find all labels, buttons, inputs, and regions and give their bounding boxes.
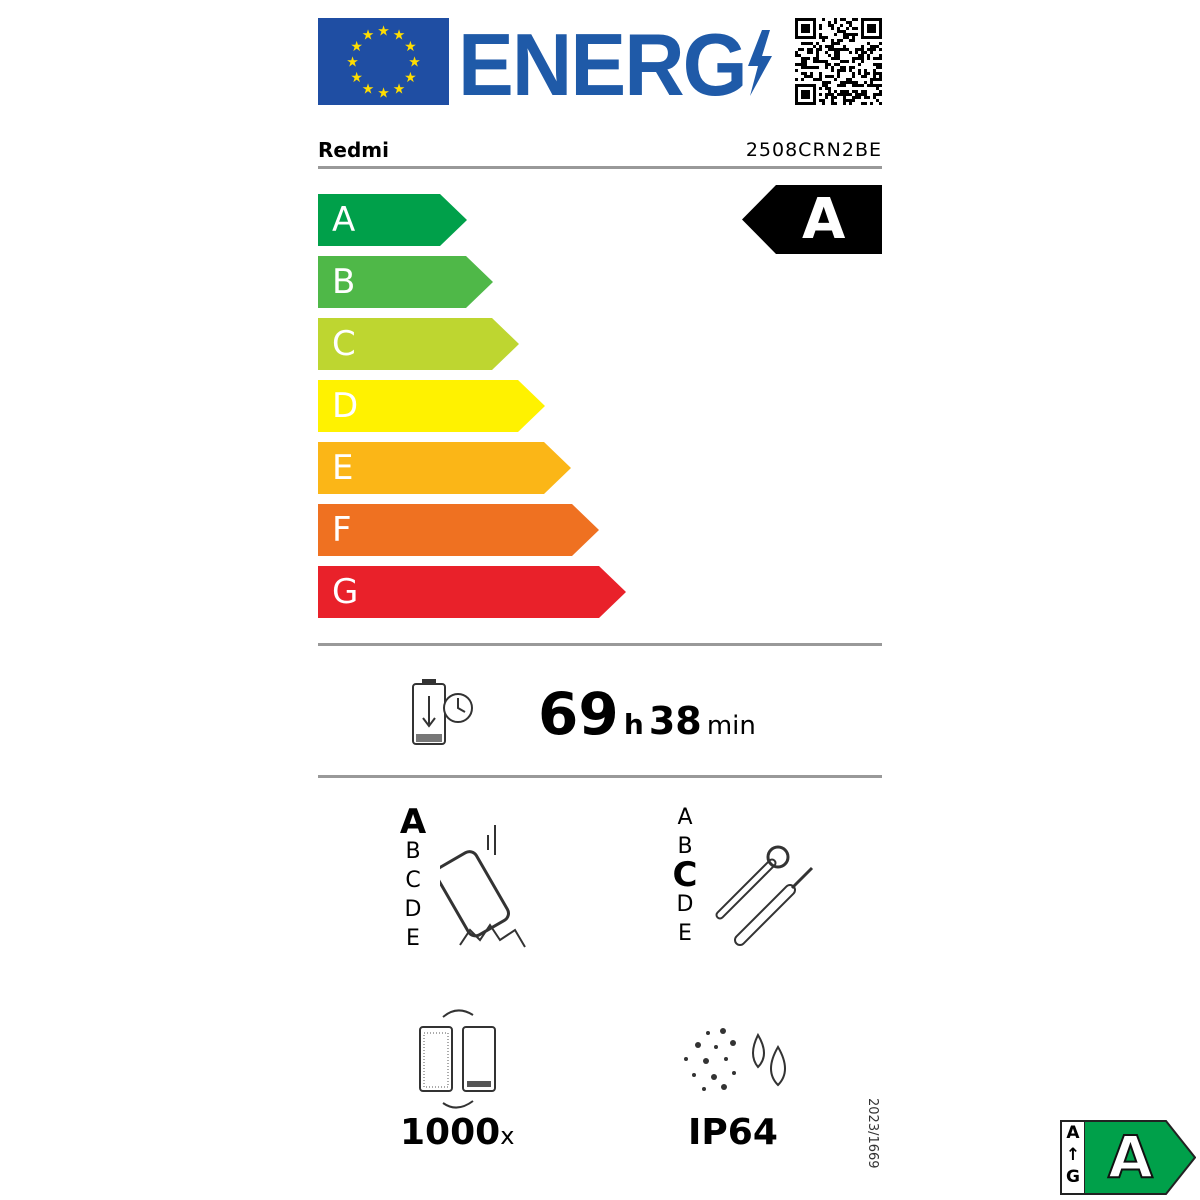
regulation-number: 2023/1669 bbox=[865, 1098, 880, 1169]
scale-letter: A bbox=[399, 802, 427, 842]
minutes-value: 38 bbox=[648, 699, 702, 743]
star-icon: ★ bbox=[377, 86, 390, 102]
class-letter: E bbox=[332, 448, 354, 488]
class-letter: D bbox=[332, 386, 359, 426]
divider bbox=[318, 166, 882, 169]
scale-letter: E bbox=[406, 926, 420, 951]
star-icon: ★ bbox=[393, 81, 406, 97]
lightning-icon bbox=[748, 30, 772, 96]
energy-class-bar-g: G bbox=[318, 566, 626, 618]
star-icon: ★ bbox=[408, 55, 421, 71]
badge-class: A bbox=[1107, 1122, 1154, 1192]
star-icon: ★ bbox=[362, 81, 375, 97]
energy-class-bar-e: E bbox=[318, 442, 571, 494]
hours-value: 69 bbox=[538, 680, 619, 748]
scale-letter: C bbox=[405, 868, 421, 893]
class-letter: C bbox=[332, 324, 356, 364]
battery-cycles: 1000x bbox=[400, 1112, 514, 1153]
scale-letter: C bbox=[672, 855, 698, 895]
phone-drop-icon bbox=[440, 825, 526, 948]
divider bbox=[318, 643, 882, 646]
energy-class-bar-c: C bbox=[318, 318, 519, 370]
star-icon: ★ bbox=[377, 24, 390, 40]
cycles-value: 1000 bbox=[400, 1112, 501, 1153]
energy-class-bar-d: D bbox=[318, 380, 545, 432]
scale-letter: D bbox=[404, 897, 422, 922]
star-icon: ★ bbox=[393, 28, 406, 44]
battery-cycles-icon bbox=[419, 1009, 496, 1109]
energy-class-bar-f: F bbox=[318, 504, 599, 556]
scale-letter: B bbox=[677, 834, 693, 859]
energy-class-bar-b: B bbox=[318, 256, 493, 308]
hours-unit: h bbox=[623, 708, 644, 741]
repair-tools-icon bbox=[715, 845, 814, 946]
rating-indicator: A bbox=[742, 185, 882, 254]
minutes-unit: min bbox=[706, 711, 756, 741]
scale-letter: A bbox=[677, 805, 693, 830]
star-icon: ★ bbox=[404, 70, 417, 86]
badge-top-class: A bbox=[1066, 1123, 1080, 1143]
badge-bottom-class: G bbox=[1066, 1167, 1080, 1187]
scale-letter: E bbox=[678, 921, 692, 946]
star-icon: ★ bbox=[346, 55, 359, 71]
dust-water-icon bbox=[684, 1028, 786, 1091]
battery-endurance: 69 h 38 min bbox=[538, 680, 756, 748]
energy-logo-text: ENERG bbox=[458, 15, 748, 114]
eu-flag-logo: ★ ★ ★ ★ ★ ★ ★ ★ ★ ★ ★ ★ bbox=[318, 18, 449, 105]
class-letter: F bbox=[332, 510, 352, 550]
brand-name: Redmi bbox=[318, 138, 389, 162]
qr-code bbox=[795, 18, 882, 105]
class-letter: A bbox=[332, 200, 356, 240]
scale-letter: B bbox=[405, 839, 421, 864]
class-letter: G bbox=[332, 572, 359, 612]
arrow-up-icon: ↑ bbox=[1065, 1145, 1081, 1165]
star-icon: ★ bbox=[350, 70, 363, 86]
energy-class-badge[interactable]: A ↑ G A bbox=[1060, 1120, 1196, 1195]
star-icon: ★ bbox=[362, 28, 375, 44]
star-icon: ★ bbox=[350, 39, 363, 55]
star-icon: ★ bbox=[404, 39, 417, 55]
ip-rating: IP64 bbox=[688, 1112, 778, 1153]
scale-letter: D bbox=[676, 892, 694, 917]
battery-endurance-icon bbox=[412, 679, 473, 745]
model-identifier: 2508CRN2BE bbox=[745, 139, 882, 161]
rating-class: A bbox=[802, 187, 846, 252]
divider bbox=[318, 775, 882, 778]
class-letter: B bbox=[332, 262, 356, 302]
cycles-unit: x bbox=[500, 1122, 515, 1150]
energy-class-bar-a: A bbox=[318, 194, 467, 246]
